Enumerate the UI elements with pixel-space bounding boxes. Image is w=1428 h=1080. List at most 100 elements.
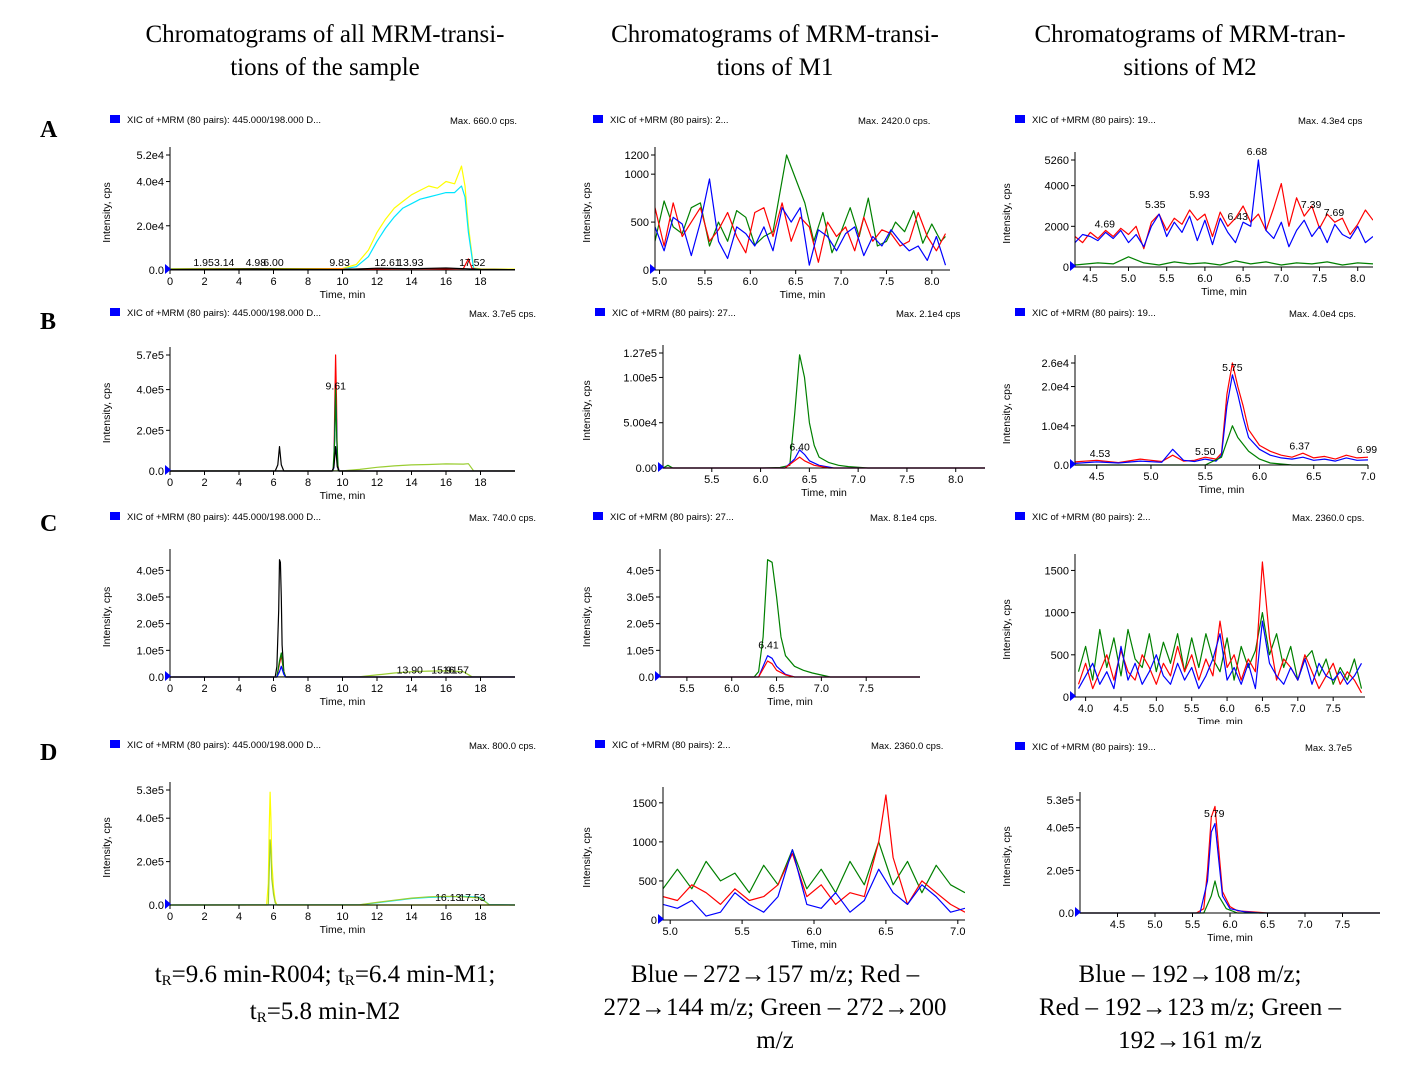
- peak-label: 4.98: [246, 257, 267, 269]
- chart-a2: XIC of +MRM (80 pairs): 2... Max. 2420.0 …: [581, 115, 950, 301]
- peak-label: 5.50: [1195, 446, 1216, 458]
- x-tick-label: 5.5: [1198, 471, 1213, 483]
- legend-text: XIC of +MRM (80 pairs): 2...: [1032, 512, 1151, 523]
- origin-marker-icon: [1070, 459, 1076, 469]
- series-line-3: [1075, 256, 1373, 266]
- y-tick-label: 4.0e5: [1046, 823, 1074, 835]
- series-line-2: [170, 839, 515, 906]
- max-intensity-label: Max. 660.0 cps.: [450, 116, 517, 127]
- y-tick-label: 2.0e5: [626, 619, 654, 631]
- x-tick-label: 0: [167, 477, 173, 489]
- y-tick-label: 0.0: [639, 672, 654, 684]
- x-tick-label: 2: [201, 911, 207, 923]
- column-header-2: Chromatograms of MRM-transi- tions of M1: [560, 18, 990, 84]
- x-tick-label: 6.0: [1219, 703, 1234, 715]
- x-tick-label: 7.5: [1312, 273, 1327, 285]
- x-tick-label: 5.0: [1143, 471, 1158, 483]
- max-intensity-label: Max. 2360.0 cps.: [1292, 513, 1364, 524]
- series-line-3: [1077, 620, 1363, 690]
- max-intensity-label: Max. 800.0 cps.: [469, 741, 536, 752]
- max-intensity-label: Max. 4.3e4 cps: [1298, 116, 1363, 127]
- max-intensity-label: Max. 8.1e4 cps.: [870, 513, 937, 524]
- legend-swatch: [1015, 115, 1025, 123]
- x-tick-label: 7.5: [1335, 919, 1350, 931]
- chart-panel-b1: XIC of +MRM (80 pairs): 445.000/198.000 …: [95, 298, 550, 513]
- y-tick-label: 1500: [1045, 565, 1069, 577]
- column-header-3: Chromatograms of MRM-tran- sitions of M2: [990, 18, 1390, 84]
- peak-label: 17.53: [459, 892, 485, 904]
- x-tick-label: 6.0: [724, 683, 739, 695]
- x-tick-label: 6: [270, 477, 276, 489]
- y-tick-label: 0: [1063, 262, 1069, 274]
- origin-marker-icon: [658, 914, 664, 924]
- y-tick-label: 0: [643, 265, 649, 277]
- peak-label: 6.99: [1357, 444, 1378, 456]
- row-label-b: B: [40, 309, 57, 335]
- x-tick-label: 4.0: [1078, 703, 1093, 715]
- x-tick-label: 0: [167, 276, 173, 288]
- series-line-2: [663, 794, 965, 913]
- x-tick-label: 7.5: [879, 276, 894, 288]
- y-tick-label: 500: [631, 217, 649, 229]
- chart-b2: XIC of +MRM (80 pairs): 27... Max. 2.1e4 …: [581, 308, 985, 499]
- y-axis-label: Intensity, cps: [101, 587, 113, 648]
- max-intensity-label: Max. 3.7e5 cps.: [469, 309, 536, 320]
- series-line-1: [660, 559, 920, 678]
- max-intensity-label: Max. 4.0e4 cps.: [1289, 309, 1356, 320]
- y-tick-label: 5.3e5: [1046, 795, 1074, 807]
- peak-label: 5.35: [1145, 199, 1166, 211]
- column-header-1-line2: tions of the sample: [230, 54, 420, 81]
- x-tick-label: 6.0: [743, 276, 758, 288]
- chart-panel-b2: XIC of +MRM (80 pairs): 27... Max. 2.1e4 …: [575, 298, 990, 513]
- legend-swatch: [1015, 742, 1025, 750]
- y-tick-label: 2.0e5: [1046, 865, 1074, 877]
- x-axis-label: Time, min: [320, 289, 366, 301]
- series-line-2: [170, 354, 515, 472]
- x-tick-label: 7.5: [1326, 703, 1341, 715]
- x-tick-label: 12: [371, 276, 383, 288]
- series-line-3: [1075, 425, 1368, 466]
- caption-col2: Blue – 272→157 m/z; Red – 272→144 m/z; G…: [560, 958, 990, 1057]
- x-tick-label: 4: [236, 276, 242, 288]
- y-tick-label: 5.00e4: [623, 418, 657, 430]
- column-header-3-line1: Chromatograms of MRM-tran-: [1034, 21, 1346, 48]
- peak-label: 6.37: [1289, 440, 1310, 452]
- y-tick-label: 0.0: [149, 265, 164, 277]
- legend-text: XIC of +MRM (80 pairs): 2...: [610, 115, 729, 126]
- x-tick-label: 2: [201, 683, 207, 695]
- x-tick-label: 8: [305, 683, 311, 695]
- y-axis-label: Intensity, cps: [581, 380, 593, 441]
- x-tick-label: 7.0: [814, 683, 829, 695]
- x-axis-label: Time, min: [1197, 716, 1243, 724]
- legend-swatch: [595, 308, 605, 316]
- legend-swatch: [593, 115, 603, 123]
- y-tick-label: 0.0: [149, 672, 164, 684]
- chart-c3: XIC of +MRM (80 pairs): 2... Max. 2360.0 …: [1001, 512, 1365, 724]
- x-tick-label: 2: [201, 477, 207, 489]
- legend-swatch: [110, 740, 120, 748]
- x-tick-label: 7.0: [1290, 703, 1305, 715]
- peak-label: 5.75: [1222, 362, 1243, 374]
- x-tick-label: 5.5: [734, 926, 749, 938]
- max-intensity-label: Max. 2360.0 cps.: [871, 741, 943, 752]
- x-tick-label: 12: [371, 477, 383, 489]
- x-axis-label: Time, min: [1199, 484, 1245, 496]
- series-line-2: [1075, 159, 1373, 248]
- y-tick-label: 2.0e5: [136, 425, 164, 437]
- max-intensity-label: Max. 2.1e4 cps: [896, 309, 961, 320]
- series-line-4: [170, 388, 515, 472]
- y-axis-label: Intensity, cps: [1001, 384, 1013, 445]
- y-axis-label: Intensity, cps: [581, 182, 593, 243]
- y-tick-label: 500: [639, 876, 657, 888]
- x-axis-label: Time, min: [320, 490, 366, 502]
- y-tick-label: 5.2e4: [136, 150, 164, 162]
- y-tick-label: 1.0e5: [626, 645, 654, 657]
- x-tick-label: 4.5: [1089, 471, 1104, 483]
- x-tick-label: 8.0: [1350, 273, 1365, 285]
- y-tick-label: 4.0e5: [136, 813, 164, 825]
- y-axis-label: Intensity, cps: [101, 182, 113, 243]
- y-tick-label: 0: [651, 915, 657, 927]
- series-line-2: [170, 559, 515, 678]
- legend-text: XIC of +MRM (80 pairs): 27...: [610, 512, 734, 523]
- x-tick-label: 6.5: [1260, 919, 1275, 931]
